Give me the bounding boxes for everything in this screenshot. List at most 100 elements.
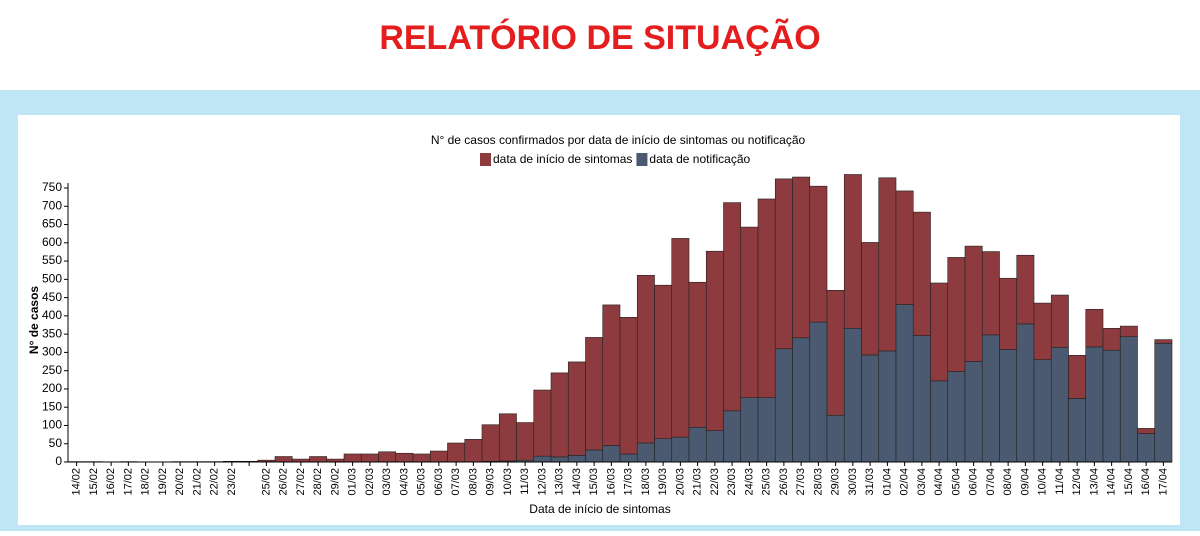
y-tick-label: 100 (42, 418, 62, 432)
bar-segment (517, 423, 534, 461)
bar-segment (396, 453, 413, 462)
x-tick-label: 02/04 (899, 468, 911, 496)
bar-segment (879, 178, 896, 351)
x-tick-label: 04/04 (933, 468, 945, 496)
bar-segment (1155, 340, 1172, 344)
x-tick-label: 03/03 (381, 468, 393, 496)
y-tick-label: 700 (42, 198, 62, 212)
x-tick-label: 11/03 (519, 468, 531, 495)
x-tick-label: 10/03 (502, 468, 514, 496)
bar-segment (499, 414, 516, 461)
x-tick-label: 14/02 (71, 468, 83, 496)
x-tick-label: 15/04 (1123, 468, 1135, 496)
y-tick-label: 0 (55, 454, 62, 468)
bar-segment (982, 335, 999, 462)
bar-segment (913, 336, 930, 462)
x-tick-label: 20/03 (674, 468, 686, 496)
bar-segment (1086, 347, 1103, 462)
x-tick-label: 14/04 (1106, 468, 1118, 496)
x-tick-label: 19/02 (157, 468, 169, 496)
x-tick-label: 29/02 (329, 468, 341, 496)
bar-segment (1120, 326, 1137, 337)
x-tick-label: 30/03 (847, 468, 859, 496)
y-tick-label: 300 (42, 345, 62, 359)
x-tick-label: 16/02 (105, 468, 117, 496)
bar-segment (620, 454, 637, 462)
x-tick-label: 10/04 (1037, 468, 1049, 496)
bar-segment (844, 174, 861, 328)
bar-segment (1120, 337, 1137, 462)
bar-segment (862, 355, 879, 462)
y-tick-label: 450 (42, 290, 62, 304)
x-tick-label: 13/04 (1088, 468, 1100, 496)
x-tick-label: 17/02 (122, 468, 134, 496)
bar-segment (965, 246, 982, 361)
bar-segment (568, 455, 585, 462)
x-tick-label: 16/04 (1140, 468, 1152, 496)
bar-segment (775, 349, 792, 462)
x-tick-label: 28/02 (312, 468, 324, 496)
bar-segment (1017, 255, 1034, 324)
x-tick-label: 11/04 (1054, 468, 1066, 495)
bar-segment (379, 452, 396, 462)
bar-segment (1000, 278, 1017, 349)
bar-segment (1103, 328, 1120, 350)
x-tick-label: 03/04 (916, 468, 928, 496)
y-axis-title: N° de casos (27, 286, 41, 354)
bar-segment (275, 457, 292, 462)
bar-segment (1000, 349, 1017, 462)
x-tick-label: 19/03 (657, 468, 669, 496)
bar-segment (896, 305, 913, 462)
bar-segment (637, 443, 654, 462)
bar-segment (1138, 434, 1155, 462)
bar-segment (706, 251, 723, 430)
bar-segment (758, 199, 775, 398)
bar-segment (724, 203, 741, 411)
x-tick-label: 15/03 (588, 468, 600, 496)
bar-segment (482, 425, 499, 462)
x-tick-label: 17/04 (1157, 468, 1169, 496)
x-tick-label: 22/02 (209, 468, 221, 496)
y-tick-label: 50 (49, 436, 63, 450)
bar-segment (758, 398, 775, 462)
bar-segment (931, 283, 948, 381)
x-tick-label: 01/03 (347, 468, 359, 496)
x-tick-label: 27/02 (295, 468, 307, 496)
bar-segment (948, 371, 965, 462)
x-tick-label: 14/03 (571, 468, 583, 496)
bar-segment (1034, 303, 1051, 360)
chart-title: N° de casos confirmados por data de iníc… (431, 133, 806, 147)
bar-segment (310, 457, 327, 462)
bar-segment (534, 390, 551, 456)
y-tick-label: 650 (42, 217, 62, 231)
bar-segment (982, 252, 999, 335)
page-title: RELATÓRIO DE SITUAÇÃO (379, 19, 820, 57)
y-tick-label: 200 (42, 381, 62, 395)
x-tick-label: 20/02 (174, 468, 186, 496)
bar-segment (1017, 324, 1034, 462)
y-tick-label: 750 (42, 180, 62, 194)
x-tick-label: 16/03 (605, 468, 617, 496)
bar-segment (344, 454, 361, 462)
bar-segment (775, 179, 792, 349)
x-tick-label: 18/02 (140, 468, 152, 496)
x-tick-label: 12/04 (1071, 468, 1083, 496)
bar-segment (551, 373, 568, 457)
bar-segment (689, 282, 706, 427)
bar-segment (948, 257, 965, 371)
bar-segment (965, 362, 982, 462)
x-tick-label: 08/03 (467, 468, 479, 496)
bar-segment (430, 451, 447, 462)
bar-segment (1138, 428, 1155, 433)
x-tick-label: 31/03 (864, 468, 876, 496)
x-tick-label: 27/03 (795, 468, 807, 496)
bar-segment (586, 337, 603, 450)
bar-segment (810, 186, 827, 322)
x-tick-label: 24/03 (743, 468, 755, 496)
bar-segment (1086, 309, 1103, 347)
bar-segment (637, 275, 654, 443)
bar-segment (724, 411, 741, 462)
bar-segment (448, 443, 465, 462)
x-tick-label: 18/03 (640, 468, 652, 496)
